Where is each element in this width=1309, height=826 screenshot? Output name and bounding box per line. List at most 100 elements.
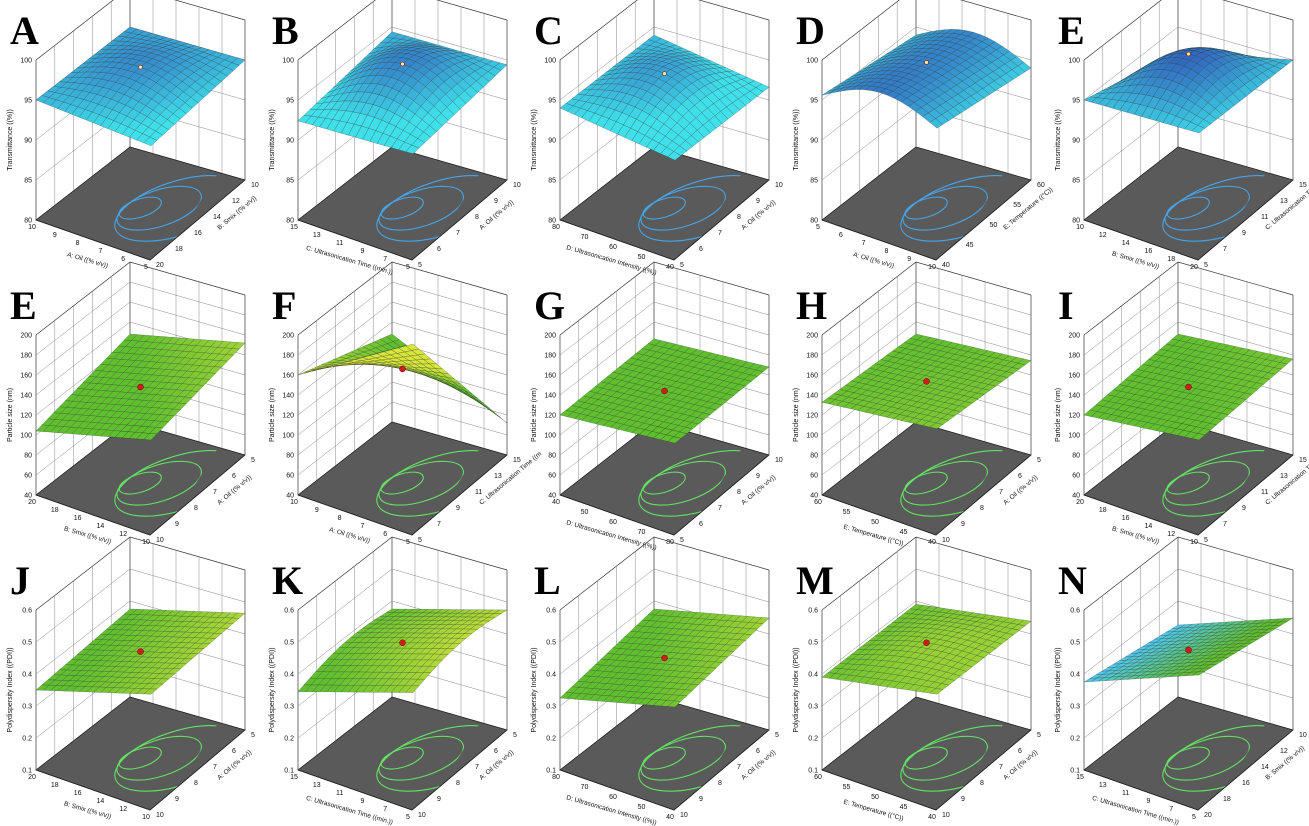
x-axis-label: B: Smix ((% v/v)) [1111, 250, 1160, 270]
contour-line [642, 471, 686, 495]
x-tick-label: 11 [336, 790, 343, 797]
contour-line [380, 471, 424, 495]
z-tick-label: 60 [810, 473, 818, 480]
z-tick-label: 0.2 [546, 736, 556, 743]
response-surface [821, 603, 1032, 695]
z-tick-label: 80 [24, 453, 32, 460]
x-tick-label: 5 [406, 539, 410, 546]
z-tick-label: 120 [544, 413, 556, 420]
contour-line [1164, 460, 1250, 506]
y-tick-label: 10 [418, 812, 426, 819]
response-surface [559, 338, 770, 444]
x-tick-label: 40 [552, 499, 560, 506]
y-tick-label: 10 [251, 182, 259, 189]
design-center-point [137, 648, 144, 655]
z-axis-label: Transmittance ((%)) [1055, 109, 1062, 171]
z-tick-label: 0.5 [284, 640, 294, 647]
y-tick-label: 6 [699, 521, 703, 528]
contour-line [116, 735, 202, 781]
x-tick-label: 7 [383, 256, 387, 263]
y-tick-label: 11 [475, 489, 482, 496]
z-tick-label: 0.2 [808, 736, 818, 743]
z-axis-label: Particle size (nm) [269, 388, 276, 442]
y-tick-label: 9 [699, 796, 703, 803]
z-tick-label: 40 [24, 493, 32, 500]
z-tick-label: 100 [806, 58, 818, 65]
panel-letter: L [534, 558, 561, 603]
z-axis-label: Particle size (nm) [793, 388, 800, 442]
y-tick-label: 5 [1037, 457, 1041, 464]
y-tick-label: 5 [680, 537, 684, 544]
x-tick-label: 60 [609, 519, 617, 526]
x-tick-label: 20 [28, 499, 36, 506]
z-tick-label: 60 [548, 473, 556, 480]
x-tick-label: 60 [609, 244, 617, 251]
y-tick-label: 45 [966, 242, 974, 249]
x-tick-label: 12 [1099, 232, 1107, 239]
design-center-point [399, 365, 406, 373]
x-tick-label: 12 [119, 531, 127, 538]
y-tick-label: 15 [1299, 182, 1307, 189]
x-tick-label: 14 [97, 798, 105, 805]
x-tick-label: 50 [871, 794, 879, 801]
x-tick-label: 8 [884, 248, 888, 255]
contour-line [118, 196, 162, 220]
x-tick-label: 50 [581, 509, 589, 516]
z-tick-label: 95 [24, 98, 32, 105]
z-tick-label: 90 [810, 138, 818, 145]
x-tick-label: 60 [609, 794, 617, 801]
y-tick-label: 7 [718, 505, 722, 512]
y-tick-label: 8 [980, 505, 984, 512]
z-tick-label: 60 [286, 473, 294, 480]
response-surface [35, 608, 246, 695]
z-tick-label: 100 [806, 433, 818, 440]
y-tick-label: 9 [756, 473, 760, 480]
x-tick-label: 10 [928, 264, 936, 271]
z-tick-label: 80 [24, 218, 32, 225]
y-tick-label: 14 [1261, 764, 1269, 771]
x-tick-label: 40 [928, 539, 936, 546]
y-tick-label: 16 [194, 230, 202, 237]
x-tick-label: 6 [121, 256, 125, 263]
contour-floor [821, 421, 1032, 536]
y-tick-label: 13 [1280, 198, 1288, 205]
x-tick-label: 70 [638, 529, 646, 536]
design-center-point [1186, 51, 1191, 57]
x-tick-label: 10 [1076, 224, 1084, 231]
design-center-point [661, 654, 668, 662]
y-tick-label: 9 [961, 521, 965, 528]
z-tick-label: 40 [810, 493, 818, 500]
contour-line [1166, 196, 1210, 220]
x-tick-label: 14 [97, 523, 105, 530]
contour-line [378, 735, 464, 781]
contour-line [1164, 735, 1250, 781]
x-tick-label: 9 [1146, 798, 1150, 805]
y-tick-label: 15 [1299, 457, 1307, 464]
z-tick-label: 140 [20, 393, 32, 400]
design-center-point [924, 60, 929, 65]
y-tick-label: 8 [475, 214, 479, 221]
y-tick-label: 7 [475, 764, 479, 771]
y-tick-label: 6 [232, 473, 236, 480]
x-tick-label: 16 [1122, 515, 1130, 522]
x-axis-label: B: Smix ((% v/v)) [1111, 525, 1160, 545]
y-tick-label: 9 [175, 521, 179, 528]
panel-g-8: 40 60 80 100 120 140 160 180 200 Particle size (n… [531, 261, 783, 552]
y-tick-label: 7 [999, 489, 1003, 496]
y-tick-label: 7 [1223, 521, 1227, 528]
x-tick-label: 14 [1122, 240, 1130, 247]
x-tick-label: 15 [290, 224, 298, 231]
z-tick-label: 85 [286, 178, 294, 185]
design-center-point [1185, 646, 1192, 654]
x-axis-label: C: Ultrasonication Time ((min.)) [1091, 795, 1179, 826]
z-tick-label: 95 [1072, 98, 1080, 105]
y-tick-label: 6 [494, 748, 498, 755]
y-tick-label: 11 [1261, 489, 1268, 496]
y-tick-label: 18 [175, 246, 183, 253]
z-tick-label: 0.1 [808, 768, 818, 775]
x-axis-label: B: Smix ((% v/v)) [63, 525, 112, 545]
design-center-point [138, 64, 143, 70]
contour-floor [1083, 146, 1294, 261]
z-tick-label: 80 [810, 218, 818, 225]
